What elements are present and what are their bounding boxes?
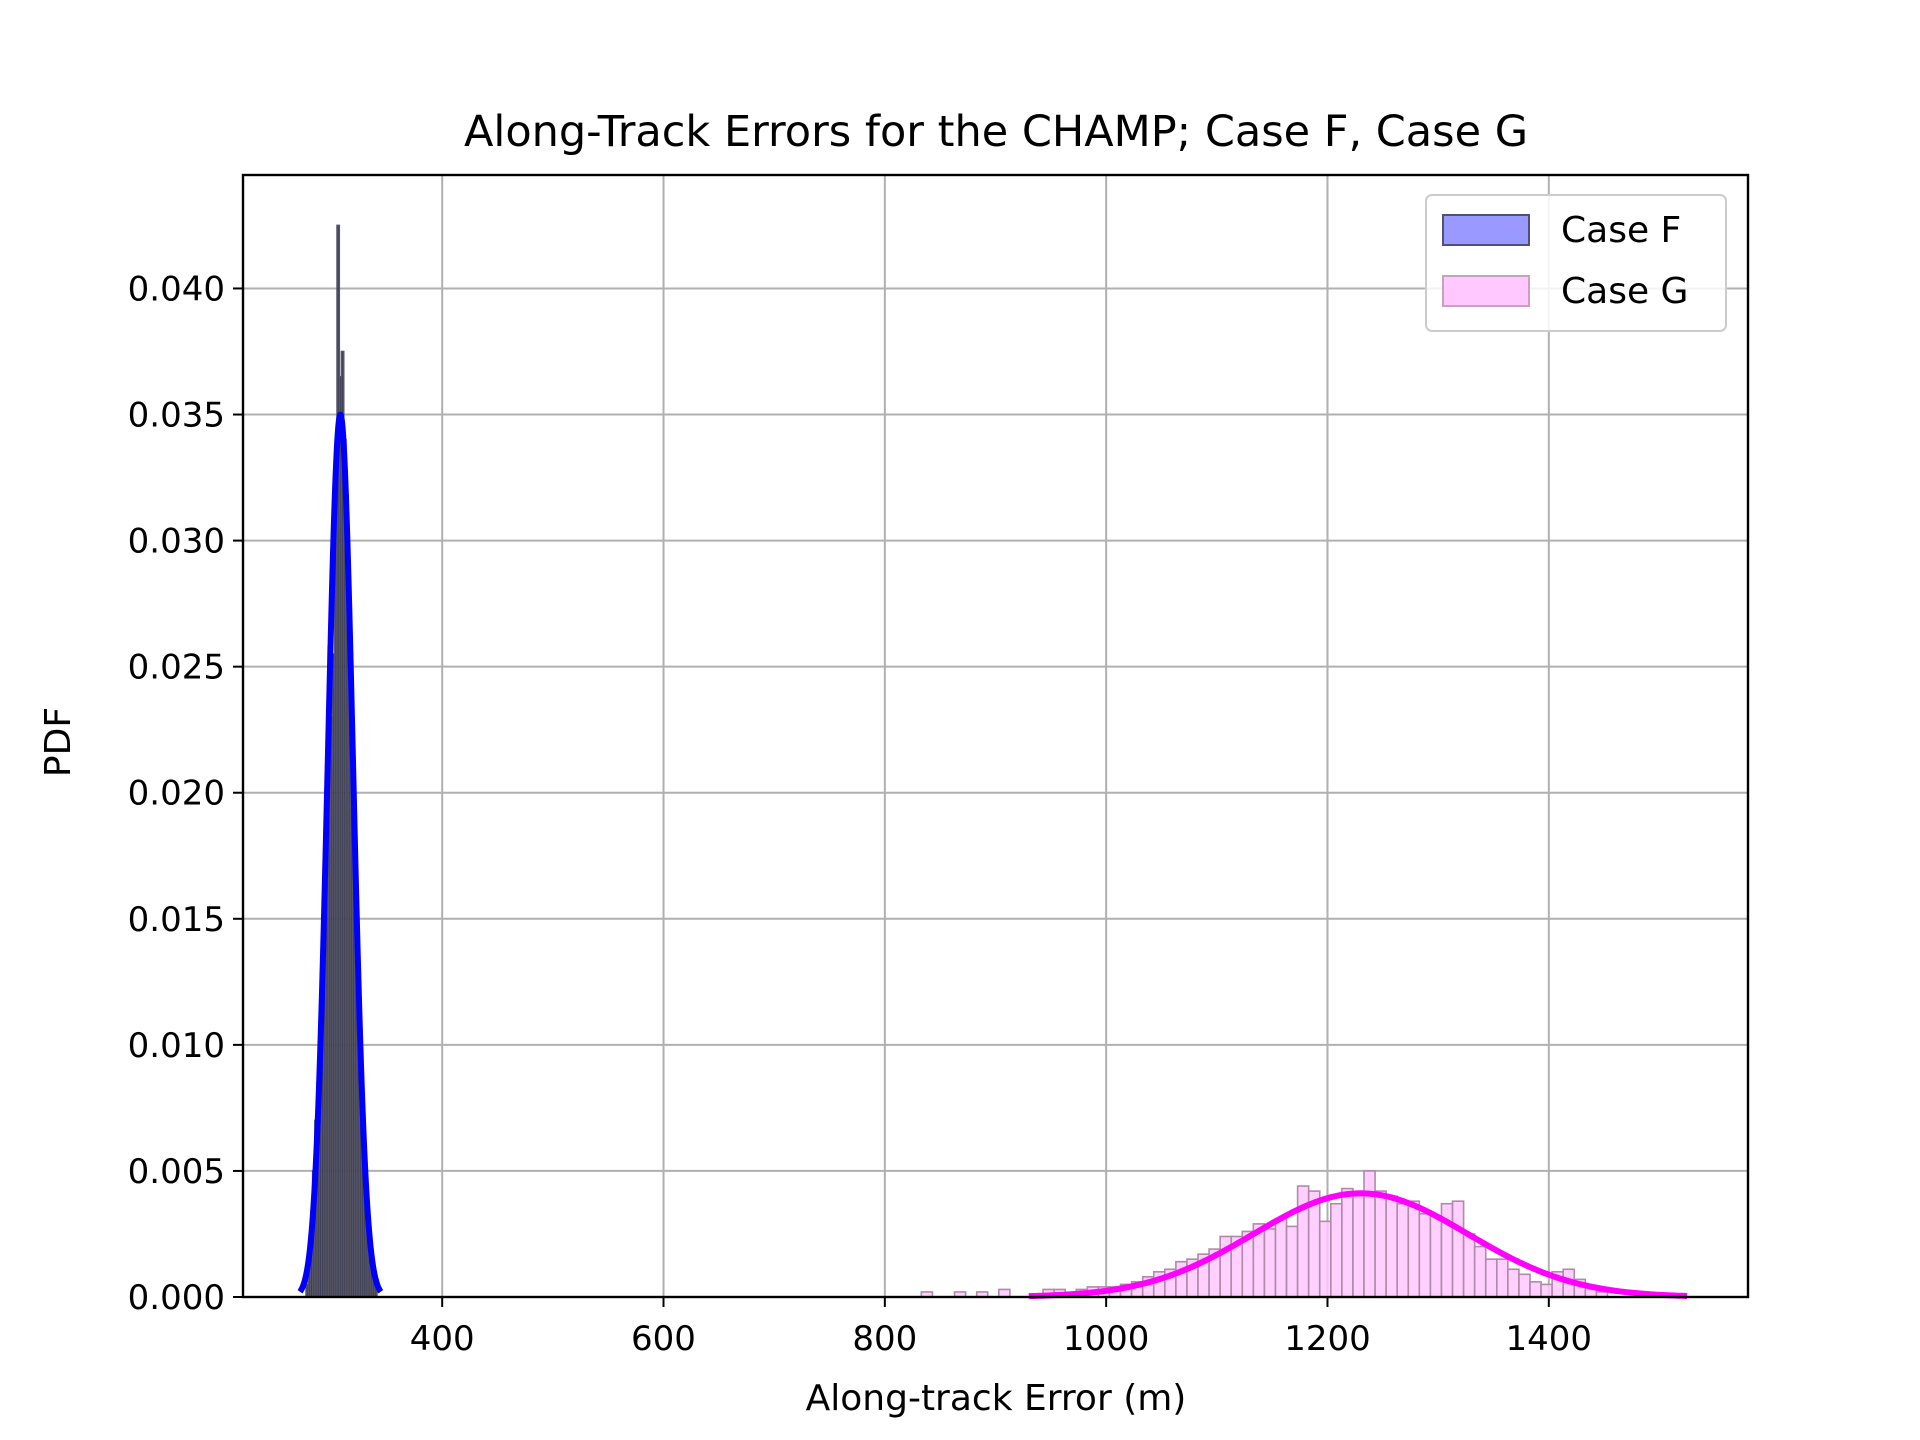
case-g-bar (1507, 1268, 1520, 1298)
case-g-bar (1518, 1273, 1531, 1298)
case-g-bar (1363, 1170, 1376, 1298)
y-tick-label: 0.040 (128, 269, 225, 309)
legend-label-case-g: Case G (1561, 271, 1688, 312)
case-g-bar (1462, 1233, 1476, 1298)
y-tick-label: 0.015 (128, 900, 225, 940)
case-g-bar (1407, 1200, 1421, 1298)
x-tick-label: 400 (410, 1319, 475, 1359)
x-tick-label: 1000 (1063, 1319, 1150, 1359)
x-tick-label: 600 (631, 1319, 696, 1359)
fit-curves (297, 411, 1688, 1300)
case-g-bar (1429, 1215, 1443, 1298)
case-g-bar (1274, 1218, 1288, 1298)
case-g-fit-curve (1028, 1190, 1688, 1300)
chart-title: Along-Track Errors for the CHAMP; Case F… (464, 107, 1528, 157)
x-tick-label: 800 (852, 1319, 917, 1359)
y-tick-label: 0.010 (128, 1026, 225, 1066)
case-g-bar (1318, 1220, 1332, 1298)
case-g-bar (1341, 1187, 1354, 1298)
y-tick-label: 0.005 (128, 1152, 225, 1192)
case-g-bar (1385, 1195, 1399, 1298)
case-g-histogram (920, 1170, 1609, 1298)
y-tick-label: 0.025 (128, 648, 225, 688)
legend-label-case-f: Case F (1561, 210, 1681, 251)
case-g-bar (1263, 1228, 1277, 1298)
y-tick-label: 0.000 (128, 1278, 225, 1318)
case-g-bar (1418, 1212, 1432, 1298)
x-axis-label: Along-track Error (m) (806, 1378, 1187, 1419)
case-g-bar (1540, 1283, 1553, 1298)
y-tick-label: 0.020 (128, 774, 225, 814)
case-g-bar (1495, 1258, 1509, 1298)
case-f-fit-curve (297, 411, 384, 1295)
case-g-bar (1352, 1192, 1365, 1298)
y-tick-label: 0.035 (128, 396, 225, 436)
legend-swatch-case-g (1442, 275, 1530, 307)
plot-frame (241, 173, 1750, 1299)
legend: Case F Case G (1425, 194, 1727, 332)
case-g-bar (1451, 1200, 1465, 1298)
x-axis-ticks: 400 600 800 1000 1200 1400 (410, 1297, 1592, 1359)
y-axis-label: PDF (38, 707, 79, 777)
x-tick-label: 1200 (1284, 1319, 1371, 1359)
y-axis-ticks: 0.000 0.005 0.010 0.015 0.020 0.025 0.030 0.035… (128, 269, 243, 1318)
legend-swatch-case-f (1442, 214, 1530, 246)
case-g-bar (1473, 1245, 1487, 1298)
case-g-bar (1330, 1202, 1343, 1298)
case-g-bar (1396, 1202, 1410, 1298)
case-g-bar (1374, 1190, 1387, 1298)
grid (243, 175, 1748, 1298)
x-tick-label: 1400 (1506, 1319, 1593, 1359)
case-g-bar (1285, 1225, 1299, 1298)
y-tick-label: 0.030 (128, 522, 225, 562)
case-g-bar (1484, 1258, 1498, 1298)
case-g-bar (1529, 1281, 1542, 1298)
